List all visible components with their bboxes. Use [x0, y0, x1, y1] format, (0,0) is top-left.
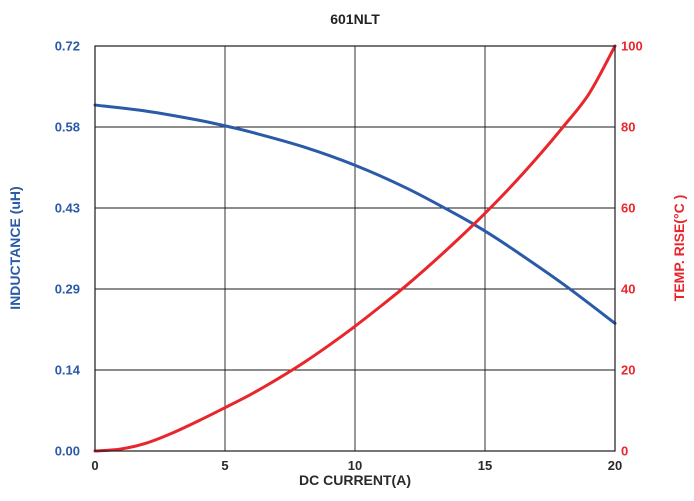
y-right-tick-label: 40	[621, 282, 635, 297]
y-right-tick-label: 20	[621, 363, 635, 378]
temp-rise-series-line	[93, 44, 617, 453]
x-tick-label: 20	[608, 458, 622, 473]
plot-frame	[94, 45, 616, 452]
y-left-tick-label: 0.72	[55, 39, 80, 54]
y-left-tick-label: 0.29	[55, 282, 80, 297]
y-right-tick-label: 60	[621, 201, 635, 216]
y-left-tick-label: 0.58	[55, 120, 80, 135]
y-left-tick-label: 0.14	[55, 363, 81, 378]
x-tick-label: 5	[221, 458, 228, 473]
y-right-tick-label: 80	[621, 120, 635, 135]
grid	[95, 46, 615, 451]
series-lines	[93, 44, 617, 453]
y-right-tick-label: 100	[621, 39, 643, 54]
y-axis-right-title: TEMP. RISE(°C )	[671, 195, 687, 301]
y-left-tick-label: 0.00	[55, 444, 80, 459]
chart-title: 601NLT	[330, 11, 380, 27]
y-right-tick-label: 0	[621, 444, 628, 459]
x-tick-label: 15	[478, 458, 492, 473]
tick-labels: 0 5 10 15 200.000.140.290.430.580.7202040608…	[55, 39, 643, 474]
y-left-tick-label: 0.43	[55, 201, 80, 216]
inductance-series-line	[93, 103, 617, 325]
x-axis-title: DC CURRENT(A)	[299, 472, 411, 488]
x-tick-label: 0	[91, 458, 98, 473]
x-tick-label: 10	[348, 458, 362, 473]
y-axis-left-title: INDUCTANCE (uH)	[7, 186, 23, 309]
